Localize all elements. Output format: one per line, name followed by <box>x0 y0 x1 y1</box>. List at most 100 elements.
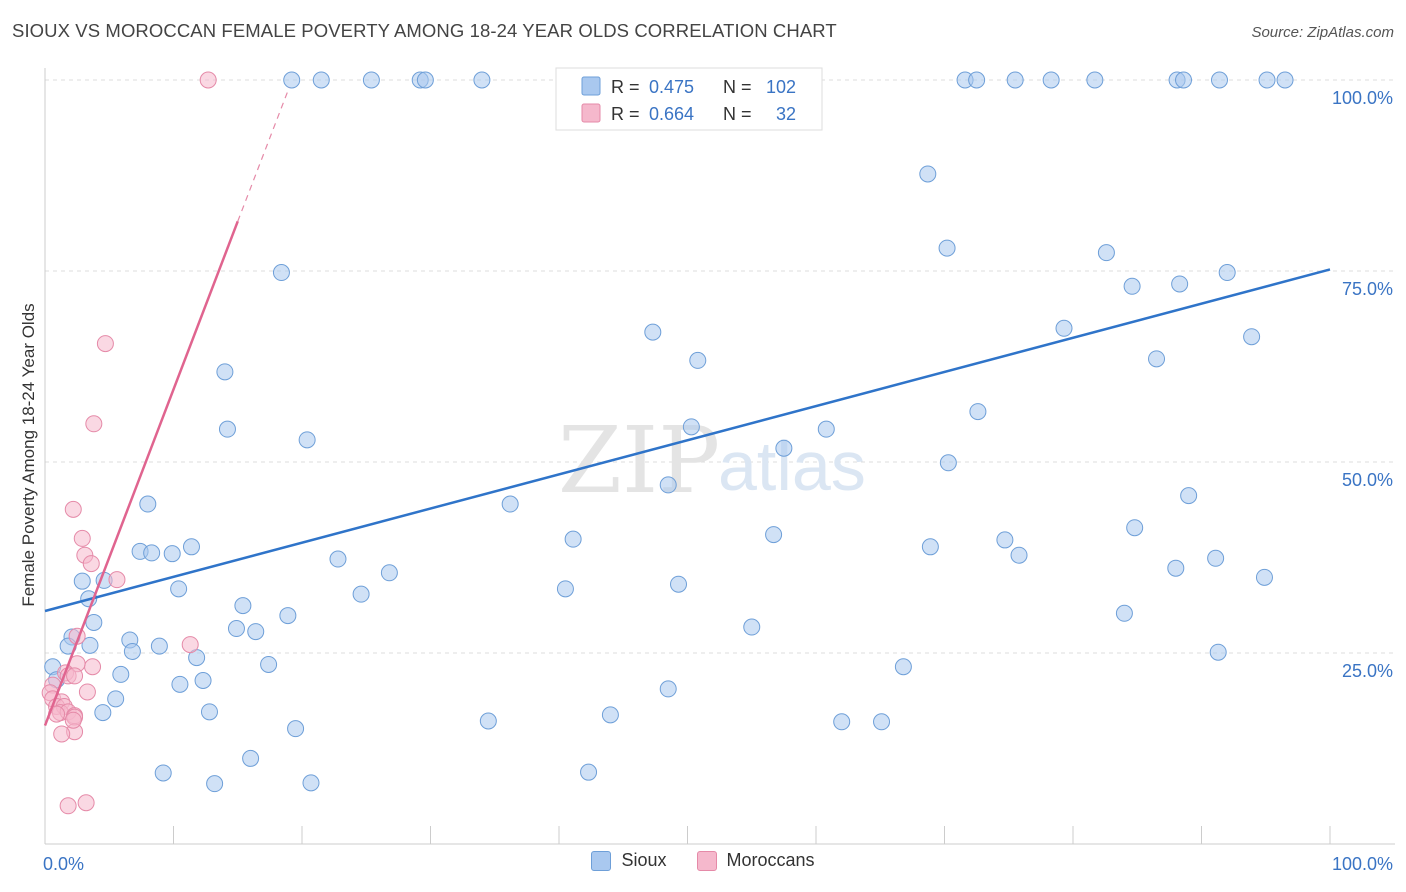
sioux-point <box>1255 568 1273 586</box>
stats-r-value: 0.475 <box>649 77 694 97</box>
watermark-atlas: atlas <box>718 427 866 505</box>
sioux-point <box>302 774 320 792</box>
sioux-point <box>873 713 891 731</box>
moroccan-trendline <box>43 220 239 727</box>
sioux-point <box>1042 71 1060 89</box>
sioux-point <box>171 675 189 693</box>
moroccan-point <box>108 571 126 589</box>
sioux-point <box>298 431 316 449</box>
y-tick-label: 75.0% <box>1342 279 1393 299</box>
sioux-point <box>1209 643 1227 661</box>
legend-item-sioux[interactable]: Sioux <box>591 850 667 871</box>
sioux-point <box>260 655 278 673</box>
sioux-point <box>139 495 157 513</box>
sioux-point <box>833 713 851 731</box>
bottom-legend: Sioux Moroccans <box>0 850 1406 871</box>
moroccan-point <box>84 658 102 676</box>
stats-r-value: 0.664 <box>649 104 694 124</box>
sioux-point <box>1086 71 1104 89</box>
moroccan-point <box>199 71 217 89</box>
source-credit: Source: ZipAtlas.com <box>1251 24 1394 41</box>
sioux-point <box>1097 244 1115 262</box>
moroccan-point <box>73 529 91 547</box>
sioux-point <box>112 665 130 683</box>
sioux-point <box>150 637 168 655</box>
sioux-point <box>352 585 370 603</box>
stats-n-value: 102 <box>766 77 796 97</box>
moroccan-point <box>78 683 96 701</box>
moroccan-point <box>181 636 199 654</box>
legend-swatch-sioux <box>591 850 612 871</box>
sioux-point <box>1276 71 1294 89</box>
sioux-point <box>1126 519 1144 537</box>
sioux-point <box>1210 71 1228 89</box>
moroccan-trendline-extension <box>237 87 290 222</box>
sioux-point <box>227 620 245 638</box>
sioux-point <box>283 71 301 89</box>
y-tick-label: 50.0% <box>1342 470 1393 490</box>
sioux-point <box>143 544 161 562</box>
sioux-point <box>919 165 937 183</box>
sioux-point <box>279 607 297 625</box>
watermark: ZIP atlas <box>558 407 866 514</box>
sioux-point <box>380 564 398 582</box>
sioux-point <box>234 597 252 615</box>
sioux-point <box>1258 71 1276 89</box>
grid-layer <box>45 79 1395 654</box>
sioux-point <box>921 538 939 556</box>
sioux-point <box>200 703 218 721</box>
sioux-point <box>1171 275 1189 293</box>
moroccan-point <box>64 711 82 729</box>
sioux-point <box>1010 546 1028 564</box>
sioux-point <box>765 526 783 544</box>
sioux-point <box>939 454 957 472</box>
sioux-point <box>894 658 912 676</box>
sioux-point <box>272 264 290 282</box>
sioux-point <box>580 763 598 781</box>
moroccan-point <box>64 500 82 518</box>
x-tick-label: 0.0% <box>43 854 84 874</box>
sioux-point <box>1115 604 1133 622</box>
x-tick-labels: 0.0% 100.0% <box>43 854 1393 874</box>
sioux-point <box>81 636 99 654</box>
sioux-point <box>194 672 212 690</box>
sioux-point <box>154 764 172 782</box>
sioux-point <box>689 351 707 369</box>
sioux-point <box>1243 328 1261 346</box>
sioux-point <box>287 720 305 738</box>
sioux-point <box>501 495 519 513</box>
trend-layer <box>43 87 1331 727</box>
legend-label-sioux: Sioux <box>621 850 667 870</box>
sioux-point <box>216 363 234 381</box>
sioux-point <box>743 618 761 636</box>
sioux-point <box>163 545 181 563</box>
sioux-point <box>123 642 141 660</box>
sioux-point <box>1123 277 1141 295</box>
moroccan-point <box>59 797 77 815</box>
sioux-point <box>1055 319 1073 337</box>
sioux-point <box>817 420 835 438</box>
stats-n-label: N = <box>723 77 752 97</box>
stats-r-label: R = <box>611 77 640 97</box>
sioux-point <box>1006 71 1024 89</box>
sioux-point <box>218 420 236 438</box>
points-layer <box>41 71 1294 815</box>
sioux-point <box>479 712 497 730</box>
sioux-point <box>247 623 265 641</box>
sioux-point <box>1175 71 1193 89</box>
sioux-point <box>85 613 103 631</box>
sioux-point <box>682 418 700 436</box>
sioux-point <box>601 706 619 724</box>
sioux-point <box>969 403 987 421</box>
sioux-point <box>659 476 677 494</box>
sioux-point <box>938 239 956 257</box>
sioux-trendline <box>44 268 1331 613</box>
legend-item-moroccans[interactable]: Moroccans <box>696 850 815 871</box>
sioux-point <box>329 550 347 568</box>
sioux-point <box>206 775 224 793</box>
sioux-point <box>73 572 91 590</box>
sioux-point <box>312 71 330 89</box>
sioux-point <box>968 71 986 89</box>
moroccan-point <box>66 667 84 685</box>
moroccan-point <box>96 335 114 353</box>
